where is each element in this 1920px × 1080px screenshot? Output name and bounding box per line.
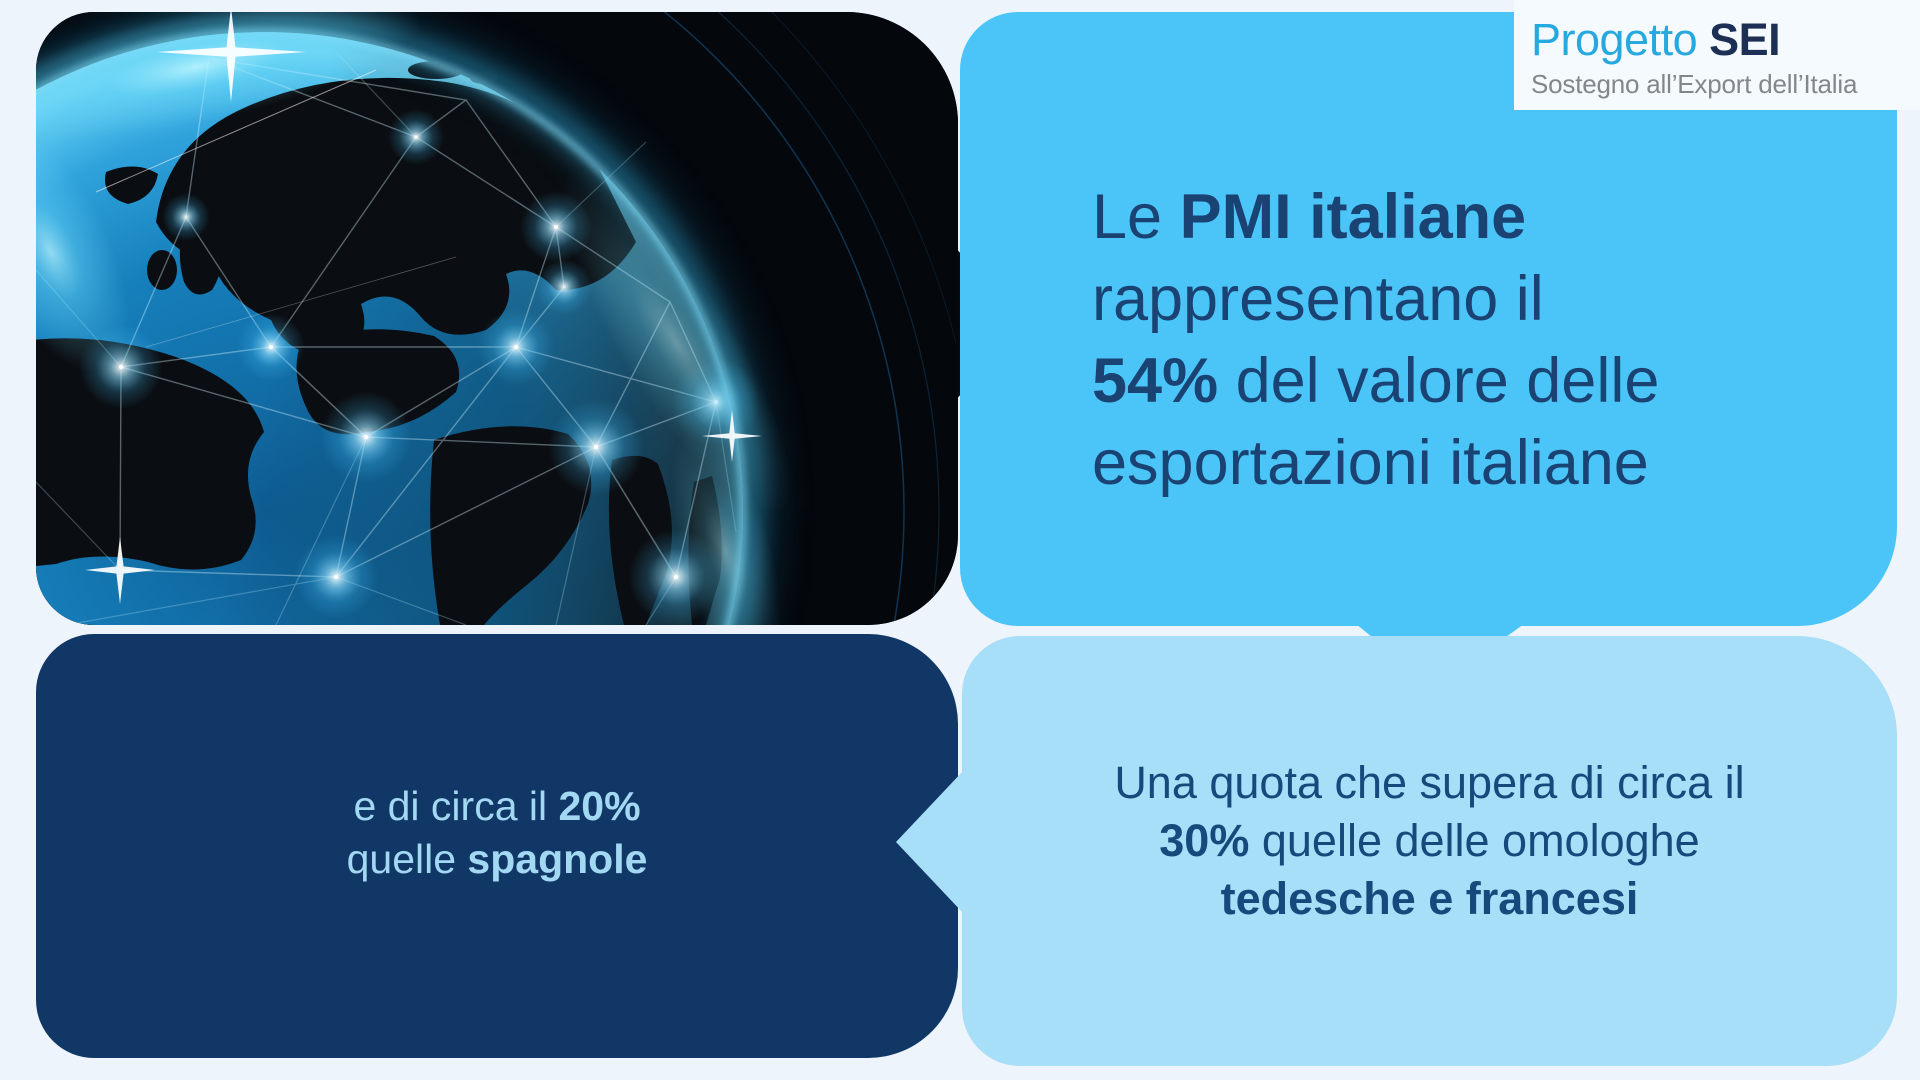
text-segment: e di circa il bbox=[353, 783, 559, 829]
globe-network-icon bbox=[36, 12, 958, 625]
logo-box: Progetto SEI Sostegno all’Export dell’It… bbox=[1514, 0, 1920, 110]
spain-stat-line: e di circa il 20% bbox=[36, 780, 958, 833]
spain-stat-text: e di circa il 20% quelle spagnole bbox=[36, 780, 958, 886]
main-stat-line: Le PMI italiane bbox=[1092, 176, 1659, 258]
comparison-line: Una quota che supera di circa il bbox=[962, 754, 1897, 812]
text-segment: rappresentano il bbox=[1092, 264, 1544, 334]
text-segment: Le bbox=[1092, 182, 1180, 252]
comparison-text: Una quota che supera di circa il 30% que… bbox=[962, 754, 1897, 928]
text-segment-bold: PMI italiane bbox=[1179, 182, 1527, 252]
text-segment: Una quota che supera di circa il bbox=[1114, 757, 1745, 808]
text-segment: quelle delle omologhe bbox=[1249, 815, 1700, 866]
text-segment: quelle bbox=[346, 836, 468, 882]
text-segment: del valore delle bbox=[1218, 346, 1660, 416]
comparison-line: tedesche e francesi bbox=[962, 870, 1897, 928]
main-stat-bubble bbox=[960, 12, 1897, 626]
main-stat-line: esportazioni italiane bbox=[1092, 422, 1659, 504]
text-segment: esportazioni italiane bbox=[1092, 428, 1649, 498]
comparison-bubble bbox=[962, 636, 1897, 1066]
logo-title: Progetto SEI bbox=[1531, 14, 1781, 65]
main-stat-text: Le PMI italiane rappresentano il 54% del… bbox=[1092, 176, 1659, 504]
main-stat-line: rappresentano il bbox=[1092, 258, 1659, 340]
globe-image-box bbox=[36, 12, 958, 625]
comparison-line: 30% quelle delle omologhe bbox=[962, 812, 1897, 870]
logo-title-bold: SEI bbox=[1709, 14, 1781, 65]
spain-stat-box bbox=[36, 634, 958, 1058]
logo-title-light: Progetto bbox=[1531, 14, 1698, 65]
spain-stat-line: quelle spagnole bbox=[36, 833, 958, 886]
text-segment-bold: 30% bbox=[1159, 815, 1250, 866]
text-segment-bold: 54% bbox=[1092, 346, 1219, 416]
text-segment-bold: tedesche e francesi bbox=[1220, 873, 1639, 924]
text-segment-bold: 20% bbox=[558, 783, 641, 829]
main-stat-line: 54% del valore delle bbox=[1092, 340, 1659, 422]
text-segment-bold: spagnole bbox=[467, 836, 648, 882]
logo-subtitle: Sostegno all’Export dell’Italia bbox=[1531, 69, 1858, 99]
